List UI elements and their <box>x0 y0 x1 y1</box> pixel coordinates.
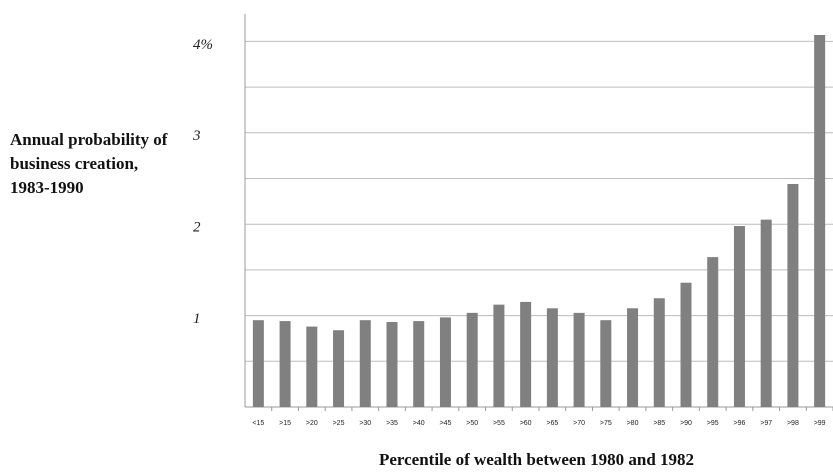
x-tick-label: >25 <box>333 420 345 427</box>
x-tick-label: >15 <box>279 420 291 427</box>
bar <box>627 308 639 407</box>
x-tick-label: >60 <box>520 420 532 427</box>
x-tick-label: >85 <box>653 420 665 427</box>
x-tick-label: >80 <box>627 420 639 427</box>
x-tick-label: >30 <box>359 420 371 427</box>
bar <box>359 320 371 407</box>
bar <box>386 321 398 407</box>
bar <box>653 298 665 407</box>
x-tick-label: >55 <box>493 420 505 427</box>
bar <box>600 320 612 407</box>
x-tick-label: >35 <box>386 420 398 427</box>
bar <box>573 312 585 407</box>
y-tick-label: 4% <box>193 37 213 53</box>
y-tick-label: 2 <box>193 220 201 236</box>
bar <box>760 219 772 407</box>
x-tick-label: >90 <box>680 420 692 427</box>
bar <box>493 304 505 407</box>
bar <box>333 330 345 407</box>
bar <box>306 326 318 407</box>
bar <box>439 317 451 407</box>
x-tick-label: >50 <box>466 420 478 427</box>
y-axis-label: Annual probability of business creation,… <box>10 130 168 197</box>
y-tick-label: 1 <box>193 311 201 327</box>
x-tick-label: <15 <box>252 420 264 427</box>
x-tick-label: >98 <box>787 420 799 427</box>
bar <box>279 321 291 407</box>
x-tick-label: >70 <box>573 420 585 427</box>
x-tick-label: >96 <box>734 420 746 427</box>
bar <box>707 257 719 407</box>
bar <box>787 183 799 407</box>
x-tick-label: >97 <box>760 420 772 427</box>
y-tick-label: 3 <box>192 128 201 144</box>
x-tick-label: >20 <box>306 420 318 427</box>
x-axis-label: Percentile of wealth between 1980 and 19… <box>378 450 695 469</box>
bar <box>466 312 478 407</box>
bar <box>546 308 558 407</box>
x-tick-label: >65 <box>546 420 558 427</box>
bar <box>520 301 532 407</box>
x-tick-label: >75 <box>600 420 612 427</box>
x-tick-label: >95 <box>707 420 719 427</box>
x-tick-label: >99 <box>814 420 826 427</box>
bar <box>252 320 264 407</box>
bar <box>680 282 692 407</box>
x-tick-label: >45 <box>440 420 452 427</box>
bar <box>413 321 425 407</box>
bar <box>814 35 826 407</box>
bar <box>733 226 745 407</box>
x-tick-label: >40 <box>413 420 425 427</box>
